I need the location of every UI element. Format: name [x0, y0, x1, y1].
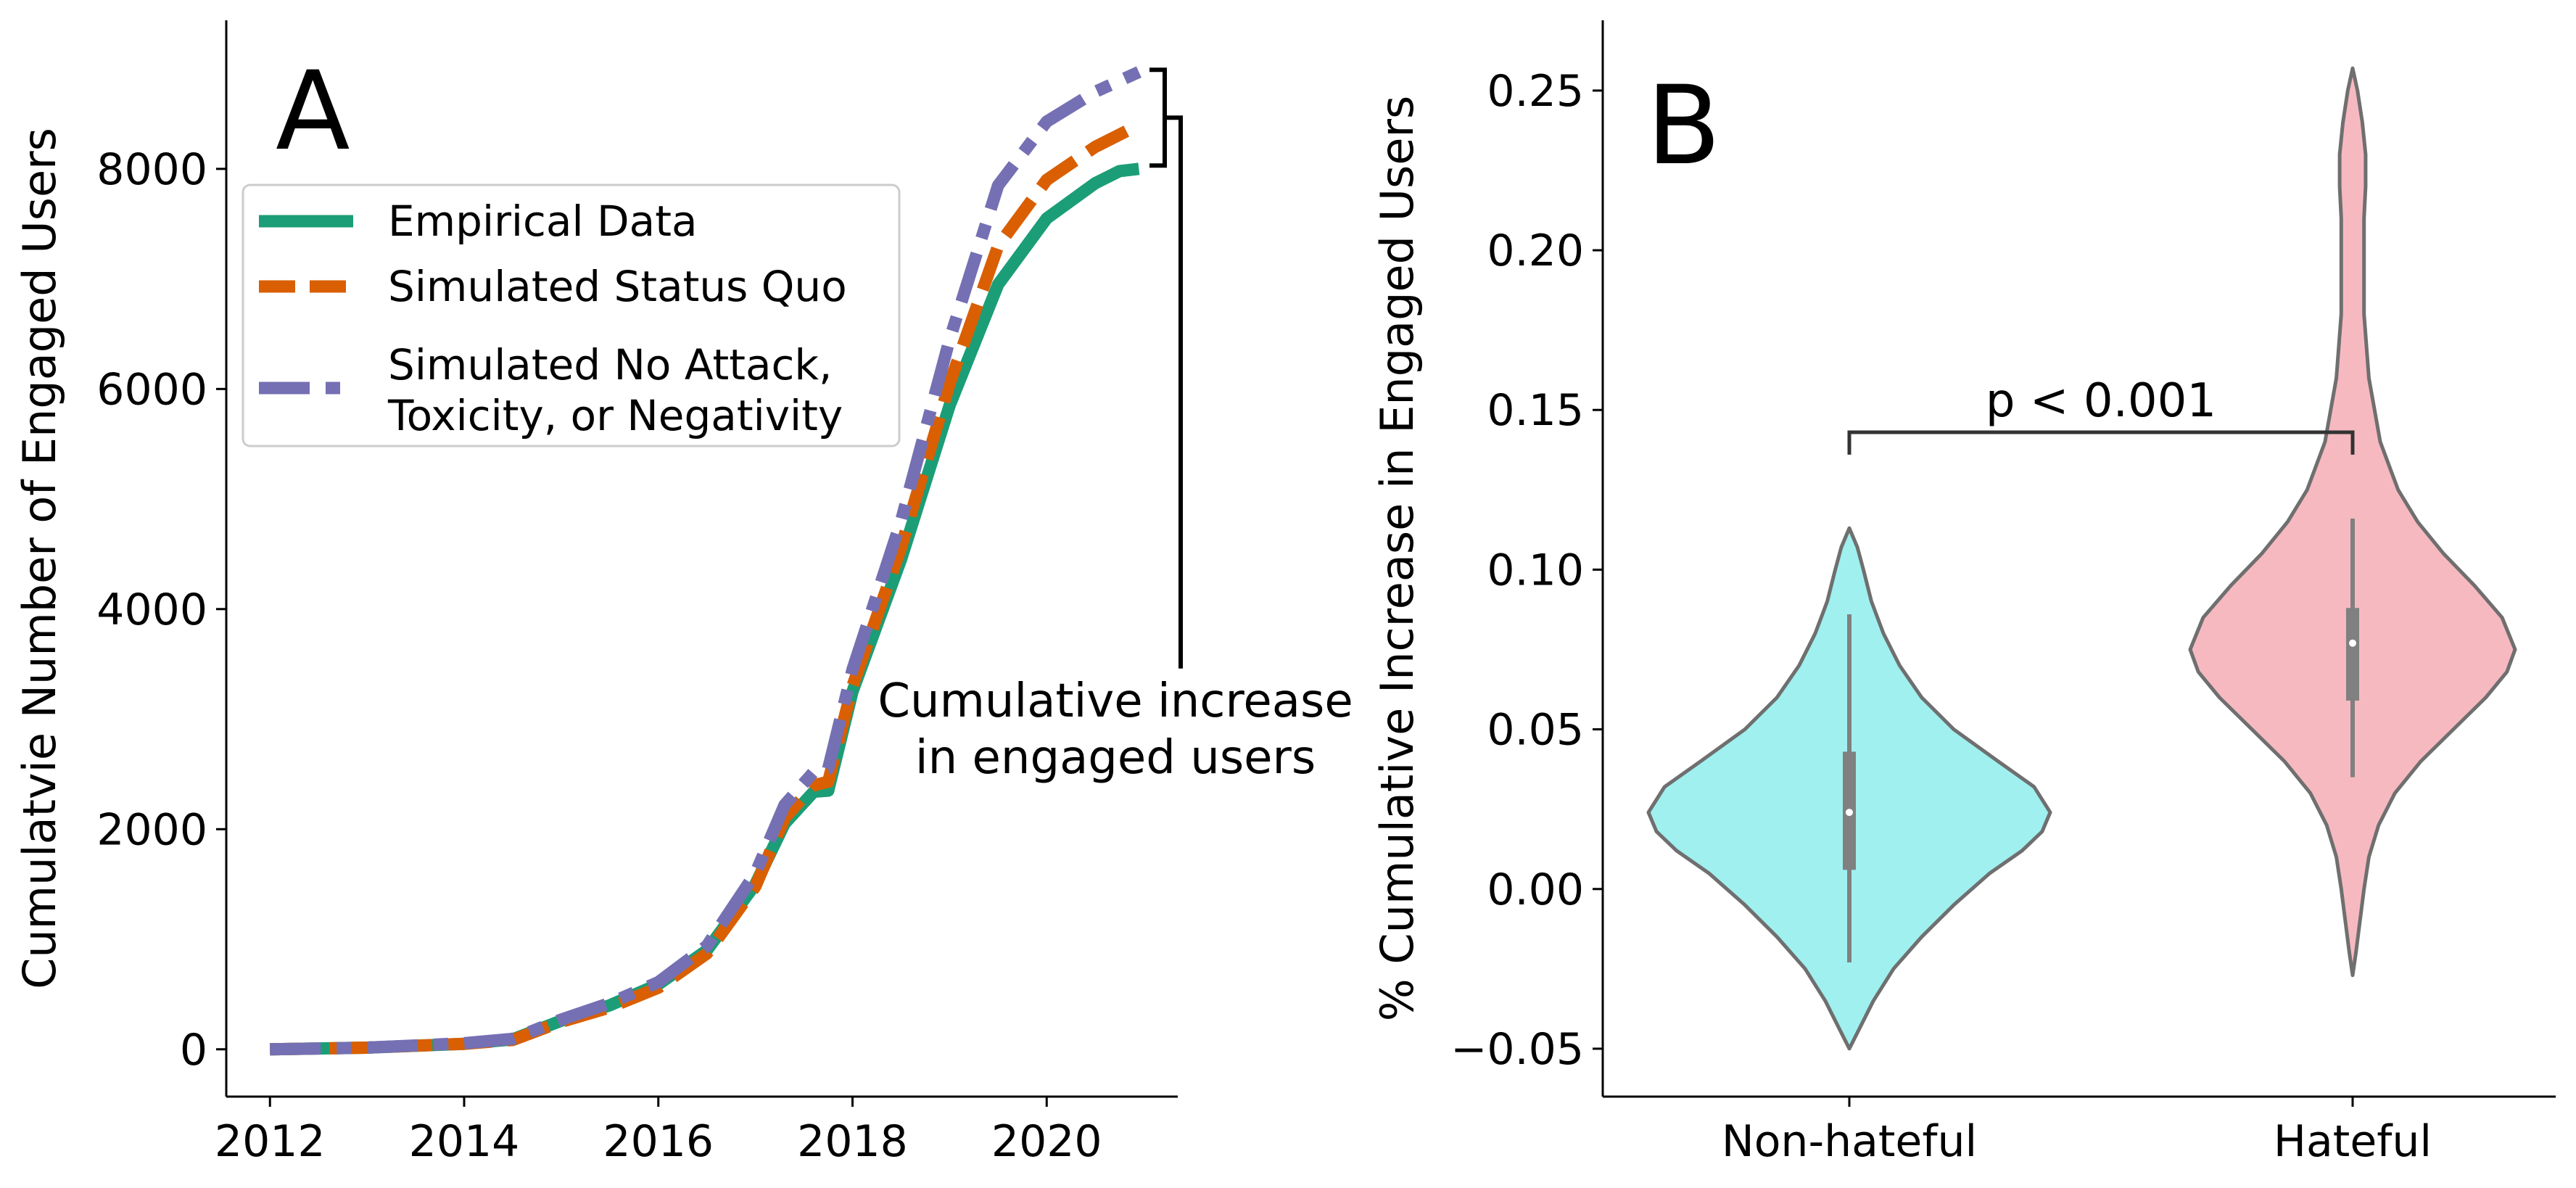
panel-b-axes	[1601, 20, 2556, 1098]
y-tick-label: 6000	[96, 364, 207, 415]
x-tick-label: 2016	[603, 1116, 714, 1167]
legend-label-3: Simulated No Attack, Toxicity, or Negativ…	[387, 340, 843, 440]
legend-frame	[242, 183, 901, 447]
panel-a-series-group	[270, 66, 1142, 1056]
violin-iqr-box-2	[2346, 608, 2359, 701]
panel-a-y-axis-label: Cumulatvie Number of Engaged Users	[13, 128, 66, 989]
y-tick-label: 0.20	[1487, 226, 1584, 276]
y-tick-label: 0.05	[1487, 705, 1584, 756]
y-tick-label: 0.00	[1487, 865, 1584, 915]
panel-a-x-ticks: 2012 2014 2016 2018 2020	[215, 1097, 1102, 1167]
significance-label: p < 0.001	[1986, 374, 2216, 428]
legend-label-1: Empirical Data	[388, 197, 698, 246]
panel-b-x-ticks: Non-hateful Hateful	[1722, 1097, 2432, 1167]
y-tick-label: 4000	[96, 585, 207, 635]
legend-label-2: Simulated Status Quo	[388, 262, 847, 311]
significance-bracket-line	[1847, 430, 2355, 455]
y-tick-label: 0	[180, 1025, 207, 1076]
panel-a-legend: Empirical Data Simulated Status Quo Simula…	[242, 183, 901, 447]
x-tick-label: 2020	[991, 1116, 1102, 1167]
panel-a-line-chart: 2012 2014 2016 2018 2020 0 2000 4000 6000 8000 C…	[13, 20, 1353, 1167]
panel-b-letter: B	[1646, 63, 1721, 189]
panel-a-y-ticks: 0 2000 4000 6000 8000	[96, 144, 226, 1076]
legend-label-line: Toxicity, or Negativity	[387, 391, 843, 440]
x-tick-label: Hateful	[2274, 1116, 2432, 1167]
panel-b-violin-chart: Non-hateful Hateful −0.05 0.00 0.05 0.10 0.15…	[1371, 20, 2556, 1167]
panel-a-axes	[225, 20, 1178, 1098]
x-tick-label: 2012	[215, 1116, 326, 1167]
y-tick-label: 8000	[96, 144, 207, 195]
panel-b-significance-bracket: p < 0.001	[1847, 374, 2355, 455]
panel-b-y-ticks: −0.05 0.00 0.05 0.10 0.15 0.20 0.25	[1450, 66, 1603, 1075]
y-tick-label: 0.25	[1487, 66, 1584, 117]
annotation-text: Cumulative increase in engaged users	[878, 675, 1353, 785]
panel-b-violins	[1646, 66, 2517, 1051]
y-tick-label: 0.15	[1487, 385, 1584, 436]
y-tick-label: 0.10	[1487, 545, 1584, 595]
violin-median-dot-1	[1846, 809, 1853, 817]
annotation-stem	[1165, 115, 1183, 669]
legend-label-line: Empirical Data	[388, 197, 698, 246]
x-tick-label: Non-hateful	[1722, 1116, 1977, 1167]
violin-median-dot-2	[2349, 639, 2356, 647]
y-tick-label: 2000	[96, 804, 207, 855]
panel-a-annotation: Cumulative increase in engaged users	[878, 67, 1353, 785]
panel-b-y-axis-label: % Cumulative Increase in Engaged Users	[1371, 96, 1424, 1022]
annotation-text-line: in engaged users	[915, 731, 1316, 785]
series-line-3	[270, 66, 1142, 1056]
legend-label-line: Simulated Status Quo	[388, 262, 847, 311]
legend-label-line: Simulated No Attack,	[388, 340, 832, 389]
x-tick-label: 2018	[797, 1116, 908, 1167]
panel-a-letter: A	[276, 49, 350, 175]
annotation-text-line: Cumulative increase	[878, 675, 1353, 728]
x-tick-label: 2014	[409, 1116, 520, 1167]
y-tick-label: −0.05	[1450, 1024, 1584, 1075]
